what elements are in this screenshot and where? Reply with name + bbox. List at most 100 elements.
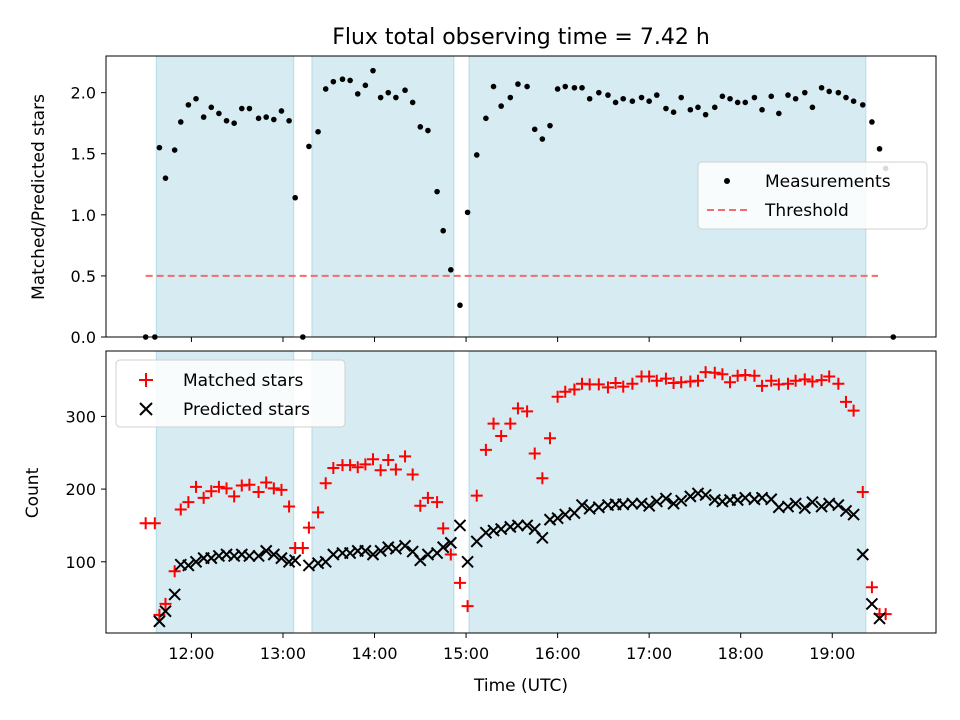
predicted-stars-point <box>343 546 357 560</box>
matched-stars-point <box>609 376 622 389</box>
matched-stars-point <box>374 464 387 477</box>
predicted-stars-point <box>551 511 564 525</box>
matched-stars-point <box>168 565 181 578</box>
predicted-stars-point <box>243 549 256 563</box>
predicted-stars-point <box>815 500 828 513</box>
predicted-stars-point <box>536 531 549 544</box>
measurements-point <box>339 76 346 83</box>
measurements-point <box>393 94 399 101</box>
matched-stars-point <box>847 404 860 417</box>
matched-stars-point <box>296 541 309 554</box>
chart-title: Flux total observing time = 7.42 h <box>332 25 710 50</box>
measurements-point <box>835 89 842 96</box>
measurements-point <box>638 94 645 101</box>
matched-stars-point <box>765 374 778 387</box>
legend-predicted-marker <box>139 402 153 416</box>
top-y-tick-label: 1.5 <box>71 145 96 164</box>
matched-stars-point <box>782 377 795 390</box>
measurements-point <box>768 93 775 100</box>
x-axis-label: Time (UTC) <box>473 676 568 696</box>
measurements-point <box>670 109 677 115</box>
measurements-point <box>687 106 694 113</box>
top-legend-box <box>697 161 928 230</box>
matched-stars-point <box>359 458 372 471</box>
matched-stars-point <box>220 482 233 495</box>
measurements-point <box>579 84 585 91</box>
matched-stars-point <box>205 485 218 498</box>
matched-stars-point <box>708 366 721 379</box>
measurements-point <box>238 105 245 112</box>
predicted-stars-point <box>461 555 474 568</box>
measurements-point <box>271 116 277 123</box>
matched-stars-point <box>626 377 639 390</box>
measurements-point <box>515 81 521 87</box>
measurements-point <box>278 108 285 114</box>
measurements-point <box>354 91 361 97</box>
matched-stars-point <box>182 496 195 509</box>
measurements-point <box>216 110 222 117</box>
bottom-legend: Matched stars Predicted stars <box>115 359 346 428</box>
measurements-point <box>531 126 538 133</box>
top-y-tick-label: 2.0 <box>71 84 96 103</box>
measurements-point <box>702 111 709 118</box>
measurements-point <box>246 105 253 112</box>
measurements-point <box>507 94 514 101</box>
predicted-stars-point <box>189 555 203 568</box>
predicted-stars-point <box>366 548 380 561</box>
matched-stars-point <box>832 377 845 390</box>
predicted-stars-point <box>789 497 802 510</box>
measurements-point <box>263 114 270 120</box>
matched-stars-point <box>536 472 549 485</box>
measurements-point <box>663 105 669 112</box>
measurements-point <box>208 104 215 111</box>
measurements-point <box>524 83 530 90</box>
matched-stars-point <box>302 521 315 534</box>
measurements-point <box>362 82 369 89</box>
matched-stars-point <box>197 491 210 504</box>
legend-predicted-label: Predicted stars <box>183 400 310 420</box>
measurements-point <box>801 89 808 96</box>
predicted-stars-point <box>839 504 853 518</box>
measurements-point <box>742 99 749 106</box>
top-y-axis-label: Matched/Predicted stars <box>29 94 49 300</box>
legend-measurements-marker <box>724 178 730 184</box>
matched-stars-point <box>823 370 836 383</box>
predicted-stars-point <box>511 519 525 532</box>
measurements-point <box>711 104 718 111</box>
matched-stars-point <box>650 374 663 387</box>
measurements-point <box>171 147 178 153</box>
bottom-y-tick-label: 200 <box>65 480 96 499</box>
predicted-stars-point <box>699 488 712 502</box>
predicted-stars-point <box>453 519 467 532</box>
measurements-point <box>547 122 553 129</box>
matched-stars-point <box>389 463 402 476</box>
matched-stars-point <box>275 483 288 496</box>
x-tick-label: 14:00 <box>351 644 397 663</box>
predicted-stars-point <box>479 526 493 539</box>
measurements-point <box>539 136 546 142</box>
matched-stars-point <box>228 490 241 503</box>
matched-stars-point <box>437 522 450 535</box>
predicted-stars-point <box>259 544 273 558</box>
predicted-stars-point <box>398 539 412 552</box>
matched-stars-point <box>444 548 457 561</box>
matched-stars-point <box>461 600 474 613</box>
measurements-point <box>306 143 312 150</box>
predicted-stars-point <box>359 544 372 558</box>
predicted-stars-point <box>575 498 589 512</box>
measurements-point <box>434 188 440 195</box>
measurements-point <box>734 99 741 106</box>
matched-stars-point <box>551 390 564 403</box>
matched-stars-point <box>568 383 581 396</box>
measurements-point <box>809 104 816 111</box>
matched-stars-point <box>367 453 380 466</box>
bottom-y-axis-label: Count <box>23 467 43 518</box>
measurements-point <box>785 92 791 98</box>
measurements-point <box>571 84 578 91</box>
predicted-stars-point <box>806 495 819 509</box>
matched-stars-point <box>839 395 852 408</box>
matched-stars-point <box>252 486 265 498</box>
predicted-stars-point <box>847 508 860 521</box>
matched-stars-point <box>479 443 492 456</box>
measurements-point <box>177 119 184 125</box>
